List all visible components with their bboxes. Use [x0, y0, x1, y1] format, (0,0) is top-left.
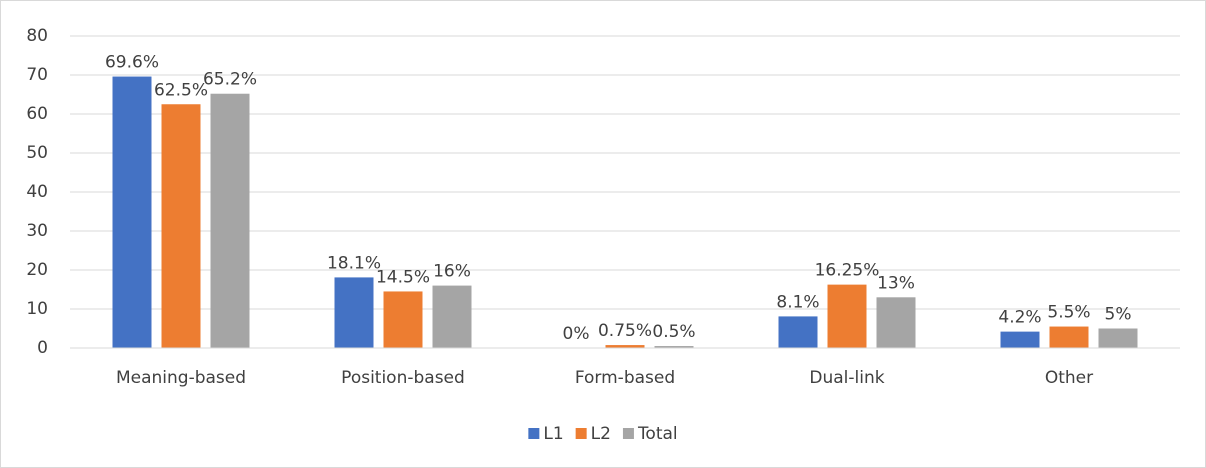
legend-swatch	[528, 428, 540, 439]
value-label: 4.2%	[998, 308, 1041, 328]
x-tick-label: Other	[1045, 368, 1093, 388]
bar	[432, 285, 472, 348]
bar	[161, 104, 201, 348]
value-label: 62.5%	[154, 80, 208, 100]
y-tick-label: 70	[26, 65, 48, 85]
bar	[1049, 326, 1089, 348]
legend-label: L1	[543, 424, 563, 444]
bar	[654, 346, 694, 348]
bar	[876, 297, 916, 348]
value-label: 0.75%	[598, 321, 652, 341]
value-label: 18.1%	[327, 253, 381, 273]
y-tick-label: 30	[26, 221, 48, 241]
value-label: 5%	[1105, 305, 1132, 325]
y-tick-label: 10	[26, 299, 48, 319]
value-label: 5.5%	[1047, 303, 1090, 323]
bar	[1000, 331, 1040, 348]
value-label: 0.5%	[652, 322, 695, 342]
x-tick-label: Form-based	[575, 368, 675, 388]
value-label: 14.5%	[376, 267, 430, 287]
y-tick-label: 50	[26, 143, 48, 163]
legend-swatch	[575, 428, 587, 439]
bar	[210, 93, 250, 348]
value-label: 13%	[877, 273, 915, 293]
y-tick-label: 0	[37, 338, 48, 358]
y-tick-label: 60	[26, 104, 48, 124]
bar	[827, 284, 867, 348]
value-label: 8.1%	[776, 292, 819, 312]
y-tick-label: 40	[26, 182, 48, 202]
x-tick-label: Position-based	[341, 368, 465, 388]
bar	[112, 76, 152, 348]
value-label: 16.25%	[815, 261, 880, 281]
bar	[383, 291, 423, 348]
y-tick-label: 20	[26, 260, 48, 280]
bar	[1098, 328, 1138, 348]
legend-label: Total	[637, 424, 678, 444]
x-tick-label: Meaning-based	[116, 368, 246, 388]
value-label: 65.2%	[203, 70, 257, 90]
x-tick-label: Dual-link	[809, 368, 884, 388]
bar	[605, 345, 645, 348]
y-tick-label: 80	[26, 26, 48, 46]
value-label: 0%	[563, 324, 590, 344]
value-label: 16%	[433, 262, 471, 282]
legend-swatch	[622, 428, 634, 439]
value-label: 69.6%	[105, 53, 159, 73]
bar	[778, 316, 818, 348]
bar	[334, 277, 374, 348]
legend-label: L2	[591, 424, 611, 444]
